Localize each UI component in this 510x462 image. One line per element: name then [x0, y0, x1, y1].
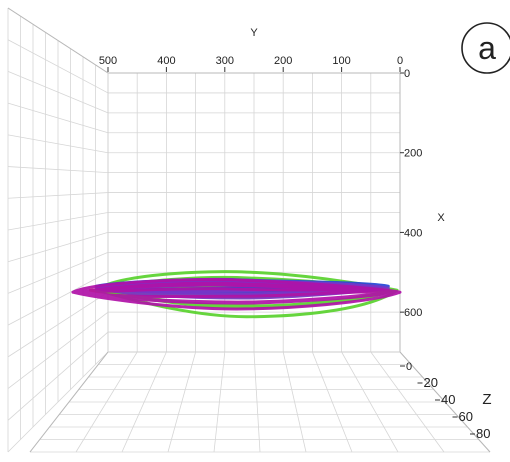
panel-badge-circle — [461, 22, 510, 74]
left-wall-grid-h — [7, 291, 109, 358]
frame-edge — [399, 351, 491, 453]
trajectory-loop — [89, 287, 390, 299]
x-tick-label: 0 — [404, 68, 410, 80]
z-tick-label: 60 — [459, 409, 473, 424]
left-wall-grid-h — [7, 331, 109, 421]
frame-edge — [7, 7, 109, 74]
y-tick-label: 300 — [216, 55, 234, 67]
z-tick-label: 20 — [424, 375, 438, 390]
z-tick-label: 80 — [476, 426, 490, 441]
x-tick-label: 200 — [404, 148, 422, 160]
trajectory-loop — [71, 278, 402, 311]
left-wall-grid-h — [7, 311, 109, 389]
frame-edge — [29, 351, 109, 453]
x-tick-label: 400 — [404, 227, 422, 239]
y-tick-label: 200 — [274, 55, 292, 67]
y-tick-label: 0 — [397, 55, 403, 67]
panel-badge: a — [461, 22, 510, 74]
left-wall-grid-h — [7, 134, 109, 154]
y-tick-label: 400 — [157, 55, 175, 67]
left-wall-grid-h — [7, 102, 109, 134]
z-tick-label: 0 — [406, 361, 412, 373]
left-wall-grid-h — [7, 351, 109, 453]
left-wall-grid-h — [7, 251, 109, 294]
left-wall-grid-h — [7, 271, 109, 326]
z-axis-label: Z — [482, 391, 491, 408]
x-tick-label: 600 — [404, 307, 422, 319]
y-axis-label: Y — [250, 27, 258, 39]
left-wall-grid-h — [7, 39, 109, 94]
left-wall-grid-h — [7, 71, 109, 114]
trajectory — [71, 278, 402, 311]
left-wall-grid-h — [7, 212, 109, 231]
trajectories — [71, 270, 402, 319]
trajectory-loop — [83, 281, 394, 304]
left-wall-grid-h — [7, 192, 109, 199]
y-tick-label: 500 — [99, 55, 117, 67]
left-wall-grid-h — [7, 232, 109, 263]
y-tick-label: 100 — [332, 55, 350, 67]
x-axis-label: X — [437, 212, 445, 224]
left-wall-grid-h — [7, 166, 109, 174]
panel-label: a — [478, 30, 496, 66]
z-tick-label: 40 — [441, 392, 455, 407]
